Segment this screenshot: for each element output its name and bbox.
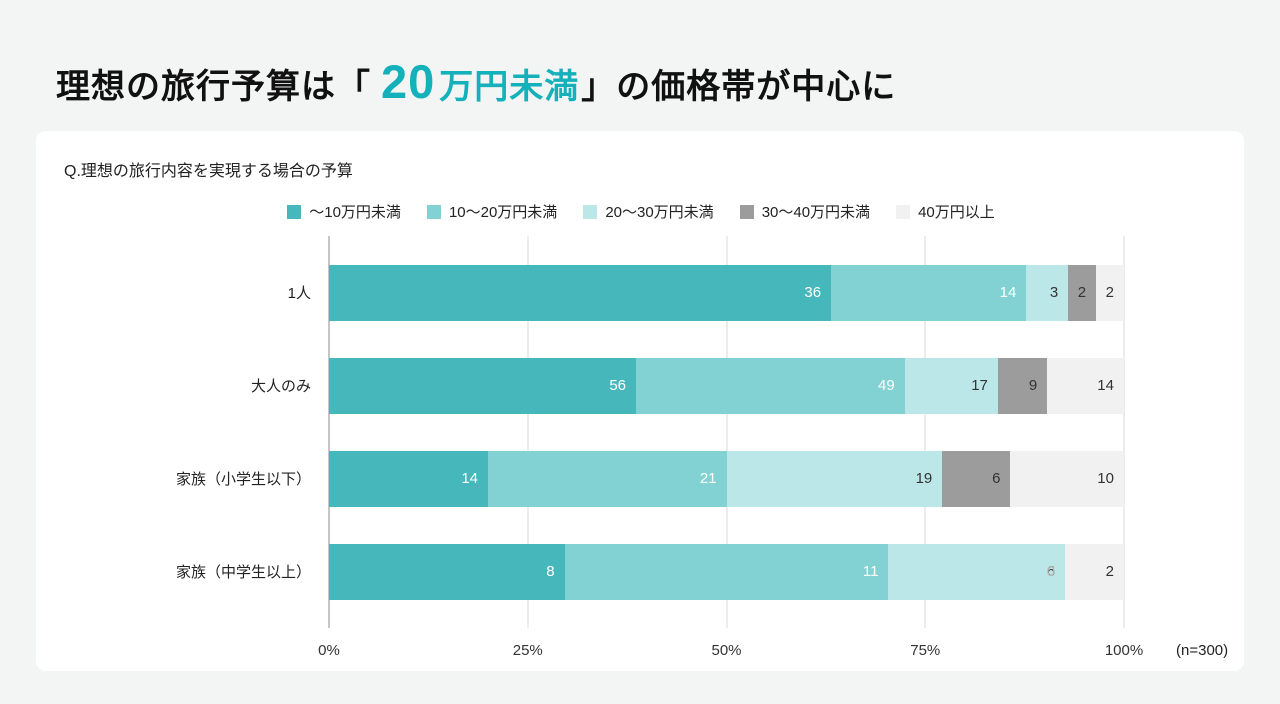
bar-track: 56 49 17 9 14 — [329, 357, 1124, 414]
bar-segment: 10 — [1010, 450, 1124, 507]
bar-segment: 11 — [564, 543, 889, 600]
x-tick-label: 100% — [1104, 642, 1144, 659]
legend-label: 40万円以上 — [918, 204, 995, 221]
bar-segment: 3 — [1026, 264, 1069, 321]
page-title: 理想の旅行予算は「 20 万円未満」の価格帯が中心に — [0, 0, 1280, 115]
gridline — [924, 236, 926, 628]
title-text-right: 」の価格帯が中心に — [581, 68, 897, 106]
category-label: 家族（中学生以上） — [175, 564, 311, 581]
category-label: 家族（小学生以下） — [175, 471, 311, 488]
legend-label: 20～30万円未満 — [605, 204, 714, 221]
legend-item: 10～20万円未満 — [426, 201, 558, 222]
bar-value-label: 8 — [546, 563, 555, 580]
title-highlight-number: 20 — [381, 55, 436, 108]
gridline — [726, 236, 727, 628]
bar-segment: 19 — [726, 450, 943, 507]
bar-value-label: 11 — [862, 563, 879, 580]
bar-rows: 1人 36 14 3 2 2 大人のみ 56 49 17 9 14 家族（小学生以下） 14 21 19 6 10… — [64, 236, 1218, 618]
bar-segment: 36 — [329, 264, 832, 321]
chart-question: Q.理想の旅行内容を実現する場合の予算 — [64, 163, 353, 180]
x-tick-label: 75% — [910, 642, 941, 659]
bar-segment: 17 — [904, 357, 998, 414]
bar-segment: 2 — [1068, 264, 1097, 321]
bar-value-label: 14 — [1097, 377, 1114, 394]
bar-row: 家族（小学生以下） 14 21 19 6 10 — [64, 432, 1218, 525]
title-text-left: 理想の旅行予算は「 — [56, 68, 371, 106]
gridline — [527, 236, 529, 628]
bar-segment: 8 — [329, 543, 565, 600]
chart-plot: 1人 36 14 3 2 2 大人のみ 56 49 17 9 14 家族（小学生以下） 14 21 19 6 10… — [64, 236, 1218, 628]
sample-size-label: (n=300) — [1176, 642, 1229, 659]
gridline — [328, 236, 330, 628]
bar-row: 家族（中学生以上） 8 11 6 0 2 — [64, 525, 1218, 618]
chart-legend: ～10万円未満 10～20万円未満 20～30万円未満 30～40万円未満 40万円以上 — [64, 201, 1218, 222]
bar-segment: 14 — [1047, 357, 1124, 414]
bar-value-label: 2 — [1105, 563, 1114, 580]
bar-value-label: 0 — [1046, 563, 1056, 580]
bar-segment: 2 — [1096, 264, 1124, 321]
legend-label: 10～20万円未満 — [448, 204, 558, 221]
bar-segment: 9 — [997, 357, 1048, 414]
bar-segment: 6 — [942, 450, 1011, 507]
bar-value-label: 56 — [609, 377, 627, 394]
x-axis: (n=300) 0% 25% 50% 75% 100% — [318, 640, 1228, 670]
bar-value-label: 36 — [804, 284, 822, 301]
category-label: 1人 — [287, 285, 311, 302]
bar-value-label: 3 — [1049, 284, 1059, 301]
bar-value-label: 2 — [1077, 284, 1087, 301]
bar-value-label: 19 — [915, 470, 933, 487]
bar-row: 1人 36 14 3 2 2 — [64, 246, 1218, 339]
category-label: 大人のみ — [250, 378, 311, 395]
gridlines-layer — [328, 236, 1125, 628]
title-highlight-unit: 万円未満 — [439, 68, 580, 106]
bar-value-label: 14 — [461, 470, 478, 487]
bar-segment: 6 — [888, 543, 1066, 600]
bar-value-label: 6 — [1046, 563, 1056, 580]
legend-swatch — [426, 204, 441, 219]
bar-segment: 14 — [831, 264, 1027, 321]
bar-segment: 2 — [1065, 543, 1124, 600]
legend-swatch — [583, 204, 598, 219]
bar-row: 大人のみ 56 49 17 9 14 — [64, 339, 1218, 432]
legend-item: ～10万円未満 — [287, 201, 401, 222]
bar-value-label: 17 — [971, 377, 988, 394]
legend-item: 30～40万円未満 — [739, 201, 871, 222]
legend-label: 30～40万円未満 — [761, 204, 871, 221]
bar-value-label: 49 — [877, 377, 895, 394]
legend-item: 40万円以上 — [896, 201, 995, 222]
bar-value-label: 14 — [999, 284, 1017, 301]
x-tick-label: 50% — [711, 642, 742, 659]
bar-segment: 14 — [329, 450, 488, 507]
bar-track: 36 14 3 2 2 — [329, 264, 1124, 321]
gridline — [1123, 236, 1125, 628]
bar-track: 8 11 6 0 2 — [329, 543, 1124, 600]
legend-label: ～10万円未満 — [309, 204, 401, 221]
bar-value-label: 10 — [1097, 470, 1114, 487]
bar-value-label: 9 — [1028, 377, 1038, 394]
x-tick-label: 0% — [318, 642, 340, 659]
bar-segment: 56 — [329, 357, 637, 414]
bar-segment: 21 — [488, 450, 727, 507]
legend-swatch — [287, 204, 302, 219]
x-tick-label: 25% — [512, 642, 543, 659]
legend-swatch — [739, 204, 754, 219]
bar-value-label: 2 — [1105, 284, 1114, 301]
legend-swatch — [896, 204, 911, 219]
bar-track: 14 21 19 6 10 — [329, 450, 1124, 507]
legend-item: 20～30万円未満 — [583, 201, 714, 222]
bar-value-label: 6 — [992, 470, 1001, 487]
bar-value-label: 21 — [699, 470, 717, 487]
bar-segment: 49 — [636, 357, 905, 414]
chart-card: Q.理想の旅行内容を実現する場合の予算 ～10万円未満 10～20万円未満 20～3… — [36, 131, 1244, 671]
